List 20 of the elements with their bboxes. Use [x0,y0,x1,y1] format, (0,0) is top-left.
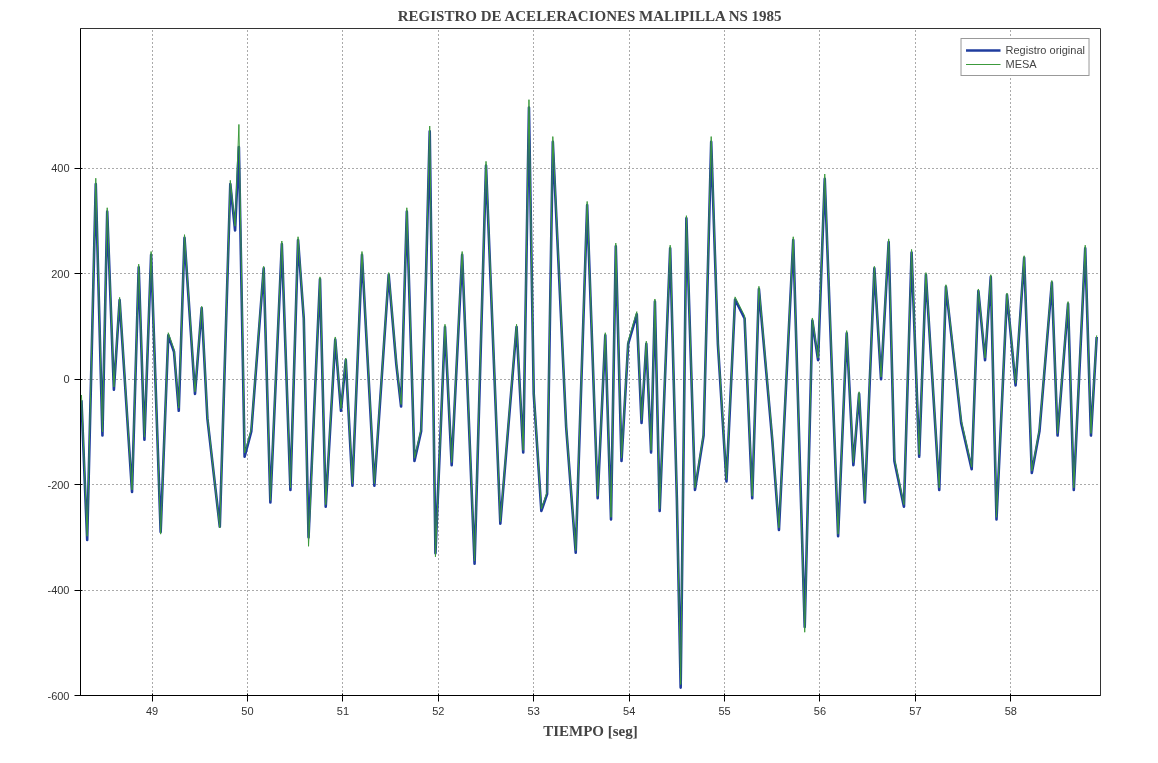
legend-label: MESA [1005,58,1037,70]
x-tick-label: 55 [718,704,731,717]
y-tick-label: 200 [51,267,70,280]
y-tick-label: -600 [47,689,70,702]
x-axis-title: TIEMPO [seg] [543,722,638,739]
x-tick-label: 56 [813,704,827,717]
chart-title: REGISTRO DE ACELERACIONES MALIPILLA NS 1985 [397,7,782,24]
x-tick-label: 52 [432,704,445,717]
y-tick-label: -200 [47,478,70,491]
y-tick-label: 0 [63,373,70,386]
y-tick-label: 400 [51,162,70,175]
x-tick-label: 49 [145,704,159,717]
x-tick-label: 57 [909,704,922,717]
x-tick-label: 54 [623,704,636,717]
x-tick-label: 51 [336,704,350,717]
y-tick-label: -400 [47,584,70,597]
x-tick-label: 58 [1004,704,1017,717]
x-tick-label: 53 [527,704,540,717]
legend-label: Registro original [1005,44,1085,56]
x-tick-label: 50 [241,704,254,717]
